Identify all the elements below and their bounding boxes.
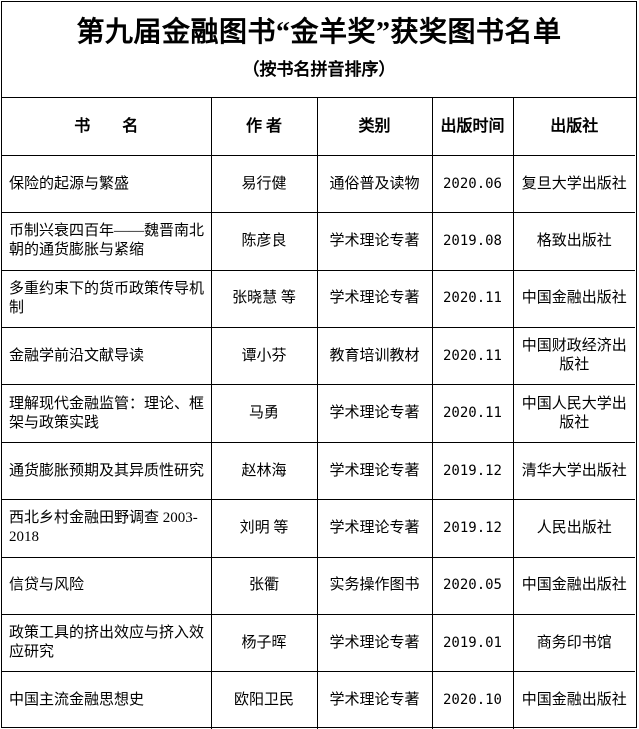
cell-author: 易行健 <box>210 155 318 214</box>
table-row: 政策工具的挤出效应与挤入效应研究 杨子晖 学术理论专著 2019.01 商务印书馆 <box>2 614 635 673</box>
cell-category: 学术理论专著 <box>316 671 433 729</box>
cell-category: 通俗普及读物 <box>316 155 433 214</box>
cell-pub-date: 2019.12 <box>431 499 514 558</box>
table-row: 信贷与风险 张衢 实务操作图书 2020.05 中国金融出版社 <box>2 556 635 616</box>
cell-author: 陈彦良 <box>210 212 318 271</box>
cell-pub-date: 2019.12 <box>431 441 514 501</box>
cell-book-title: 币制兴衰四百年——魏晋南北朝的通货膨胀与紧缩 <box>2 212 212 271</box>
cell-pub-date: 2020.11 <box>431 269 514 329</box>
cell-author: 赵林海 <box>210 441 318 501</box>
cell-book-title: 保险的起源与繁盛 <box>2 155 212 214</box>
cell-book-title: 理解现代金融监管：理论、框架与政策实践 <box>2 384 212 443</box>
cell-pub-date: 2020.11 <box>431 384 514 443</box>
cell-category: 实务操作图书 <box>316 556 433 616</box>
cell-pub-date: 2020.05 <box>431 556 514 616</box>
cell-author: 马勇 <box>210 384 318 443</box>
table-row: 西北乡村金融田野调查 2003-2018 刘明 等学术理论专著 2019.12 人民出… <box>2 499 635 558</box>
cell-publisher: 人民出版社 <box>512 499 635 558</box>
header-pub-date: 出版时间 <box>431 98 514 156</box>
cell-category: 学术理论专著 <box>316 384 433 443</box>
cell-book-title: 金融学前沿文献导读 <box>2 327 212 386</box>
cell-pub-date: 2019.08 <box>431 212 514 271</box>
table-row: 中国主流金融思想史 欧阳卫民 学术理论专著 2020.10 中国金融出版社 <box>2 671 635 729</box>
cell-publisher: 中国人民大学出版社 <box>512 384 635 443</box>
cell-publisher: 清华大学出版社 <box>512 441 635 501</box>
table-row: 保险的起源与繁盛 易行健 通俗普及读物 2020.06 复旦大学出版社 <box>2 155 635 214</box>
cell-book-title: 信贷与风险 <box>2 556 212 616</box>
cell-author: 张衢 <box>210 556 318 616</box>
header-row: 书 名 作 者 类别 出版时间 出版社 <box>2 98 635 156</box>
cell-author: 欧阳卫民 <box>210 671 318 729</box>
cell-category: 学术理论专著 <box>316 269 433 329</box>
cell-author: 谭小芬 <box>210 327 318 386</box>
cell-category: 学术理论专著 <box>316 614 433 673</box>
cell-author: 张晓慧 等 <box>210 269 318 329</box>
cell-pub-date: 2020.11 <box>431 327 514 386</box>
cell-book-title: 西北乡村金融田野调查 2003-2018 <box>2 499 212 558</box>
cell-book-title: 多重约束下的货币政策传导机制 <box>2 269 212 329</box>
cell-publisher: 格致出版社 <box>512 212 635 271</box>
award-table: 书 名 作 者 类别 出版时间 出版社 保险的起源与繁盛 易行健 通俗普及读物 202… <box>2 98 635 729</box>
cell-category: 学术理论专著 <box>316 212 433 271</box>
cell-book-title: 政策工具的挤出效应与挤入效应研究 <box>2 614 212 673</box>
cell-category: 学术理论专著 <box>316 499 433 558</box>
cell-author: 刘明 等 <box>210 499 318 558</box>
cell-publisher: 商务印书馆 <box>512 614 635 673</box>
page-title: 第九届金融图书“金羊奖”获奖图书名单 <box>76 17 562 48</box>
cell-book-title: 中国主流金融思想史 <box>2 671 212 729</box>
cell-author: 杨子晖 <box>210 614 318 673</box>
cell-book-title: 通货膨胀预期及其异质性研究 <box>2 441 212 501</box>
cell-pub-date: 2019.01 <box>431 614 514 673</box>
cell-publisher: 中国财政经济出版社 <box>512 327 635 386</box>
cell-publisher: 中国金融出版社 <box>512 671 635 729</box>
header-book-title: 书 名 <box>2 98 212 156</box>
cell-category: 学术理论专著 <box>316 441 433 501</box>
cell-category: 教育培训教材 <box>316 327 433 386</box>
table-row: 通货膨胀预期及其异质性研究 赵林海 学术理论专著 2019.12 清华大学出版社 <box>2 441 635 501</box>
page-subtitle: （按书名拼音排序） <box>242 60 396 79</box>
table-row: 金融学前沿文献导读 谭小芬 教育培训教材 2020.11 中国财政经济出版社 <box>2 327 635 386</box>
cell-pub-date: 2020.06 <box>431 155 514 214</box>
cell-publisher: 复旦大学出版社 <box>512 155 635 214</box>
cell-publisher: 中国金融出版社 <box>512 556 635 616</box>
header-author: 作 者 <box>210 98 318 156</box>
header-publisher: 出版社 <box>512 98 635 156</box>
cell-publisher: 中国金融出版社 <box>512 269 635 329</box>
title-block: 第九届金融图书“金羊奖”获奖图书名单 （按书名拼音排序） <box>2 2 636 98</box>
table-row: 多重约束下的货币政策传导机制 张晓慧 等学术理论专著 2020.11 中国金融出版社 <box>2 269 635 329</box>
table-row: 理解现代金融监管：理论、框架与政策实践 马勇 学术理论专著 2020.11 中国人民大学… <box>2 384 635 443</box>
table-row: 币制兴衰四百年——魏晋南北朝的通货膨胀与紧缩 陈彦良 学术理论专著 2019.08 格致… <box>2 212 635 271</box>
cell-pub-date: 2020.10 <box>431 671 514 729</box>
header-category: 类别 <box>316 98 433 156</box>
